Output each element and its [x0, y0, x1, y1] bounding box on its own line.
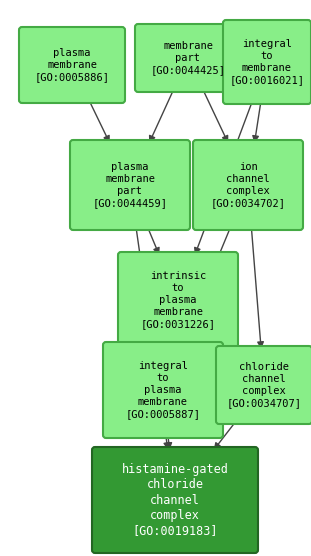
Text: chloride
channel
complex
[GO:0034707]: chloride channel complex [GO:0034707] — [226, 362, 301, 408]
FancyBboxPatch shape — [118, 252, 238, 348]
FancyBboxPatch shape — [135, 24, 241, 92]
Text: plasma
membrane
[GO:0005886]: plasma membrane [GO:0005886] — [35, 48, 109, 82]
Text: membrane
part
[GO:0044425]: membrane part [GO:0044425] — [151, 41, 225, 75]
Text: intrinsic
to
plasma
membrane
[GO:0031226]: intrinsic to plasma membrane [GO:0031226… — [141, 271, 216, 329]
FancyBboxPatch shape — [92, 447, 258, 553]
FancyBboxPatch shape — [223, 20, 311, 104]
FancyBboxPatch shape — [70, 140, 190, 230]
Text: plasma
membrane
part
[GO:0044459]: plasma membrane part [GO:0044459] — [92, 162, 168, 208]
Text: ion
channel
complex
[GO:0034702]: ion channel complex [GO:0034702] — [211, 162, 285, 208]
FancyBboxPatch shape — [103, 342, 223, 438]
Text: integral
to
membrane
[GO:0016021]: integral to membrane [GO:0016021] — [230, 39, 304, 85]
Text: histamine-gated
chloride
channel
complex
[GO:0019183]: histamine-gated chloride channel complex… — [122, 463, 229, 538]
FancyBboxPatch shape — [193, 140, 303, 230]
FancyBboxPatch shape — [216, 346, 311, 424]
Text: integral
to
plasma
membrane
[GO:0005887]: integral to plasma membrane [GO:0005887] — [126, 361, 201, 419]
FancyBboxPatch shape — [19, 27, 125, 103]
